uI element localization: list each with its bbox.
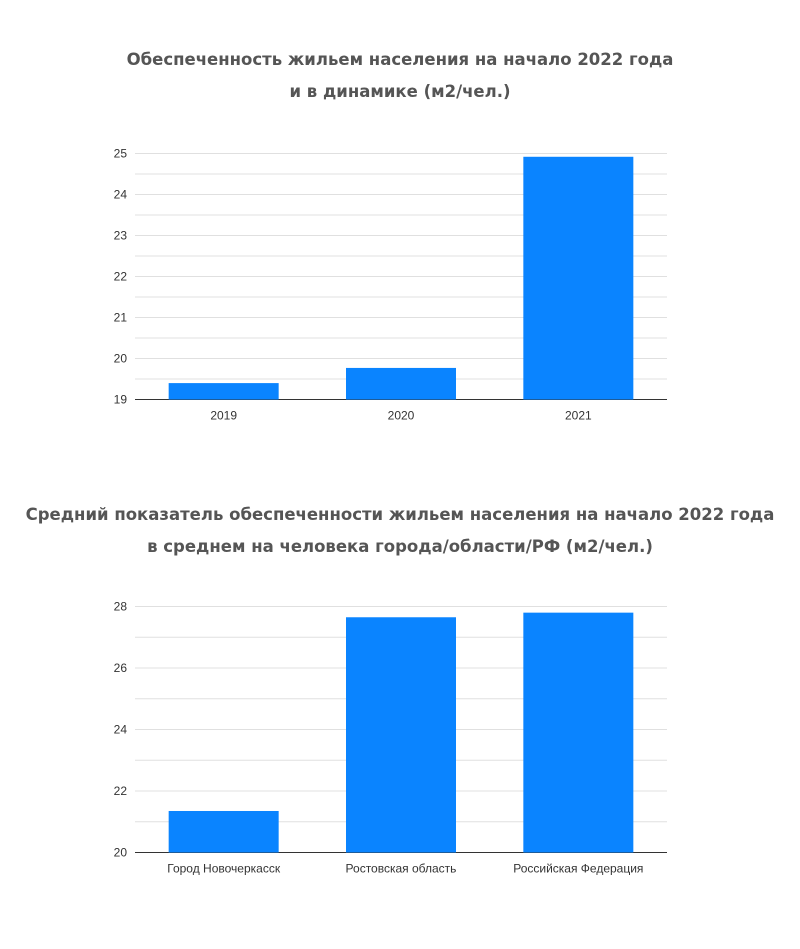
chart-1-y-tick-label: 23 [114, 229, 128, 243]
chart-1-bar [168, 383, 279, 400]
chart-2-title-line-1: Средний показатель обеспеченности жильем… [25, 505, 775, 524]
chart-1-x-tick-label: 2019 [210, 409, 237, 423]
chart-1-y-tick-label: 22 [114, 270, 128, 284]
chart-2-y-tick-label: 26 [114, 661, 128, 675]
chart-2-title: Средний показатель обеспеченности жильем… [0, 499, 800, 563]
chart-1-title-line-2: и в динамике (м2/чел.) [289, 82, 511, 101]
chart-1-x-tick-label: 2021 [565, 409, 592, 423]
chart-2-bar [346, 617, 456, 853]
chart-1-x-tick-label: 2020 [388, 409, 415, 423]
chart-2-y-tick-label: 22 [114, 784, 128, 798]
chart-2-bar [168, 810, 279, 853]
chart-1-y-tick-label: 25 [114, 147, 128, 161]
chart-1-y-tick-label: 24 [114, 188, 128, 202]
chart-2-x-tick-label: Город Новочеркасск [167, 862, 281, 876]
chart-1-title: Обеспеченность жильем населения на начал… [0, 44, 800, 108]
chart-2-x-tick-label: Ростовская область [346, 862, 457, 876]
chart-2-bar [523, 612, 634, 853]
chart-2-plot: 20 22 24 26 28 Город Новочеркасск Ростовская о… [114, 600, 667, 876]
chart-1-y-tick-label: 19 [114, 393, 128, 407]
chart-2-y-tick-label: 20 [114, 846, 128, 860]
chart-1-bar [346, 367, 456, 400]
chart-1-title-line-1: Обеспеченность жильем населения на начал… [126, 50, 674, 69]
chart-2-x-tick-label: Российская Федерация [513, 862, 643, 876]
chart-1-y-tick-label: 20 [114, 352, 128, 366]
chart-2-title-line-2: в среднем на человека города/области/РФ … [147, 537, 653, 556]
chart-1-y-tick-label: 21 [114, 311, 128, 325]
chart-2-y-tick-label: 28 [114, 600, 128, 614]
chart-2-y-tick-label: 24 [114, 723, 128, 737]
chart-1-bar [523, 156, 634, 400]
